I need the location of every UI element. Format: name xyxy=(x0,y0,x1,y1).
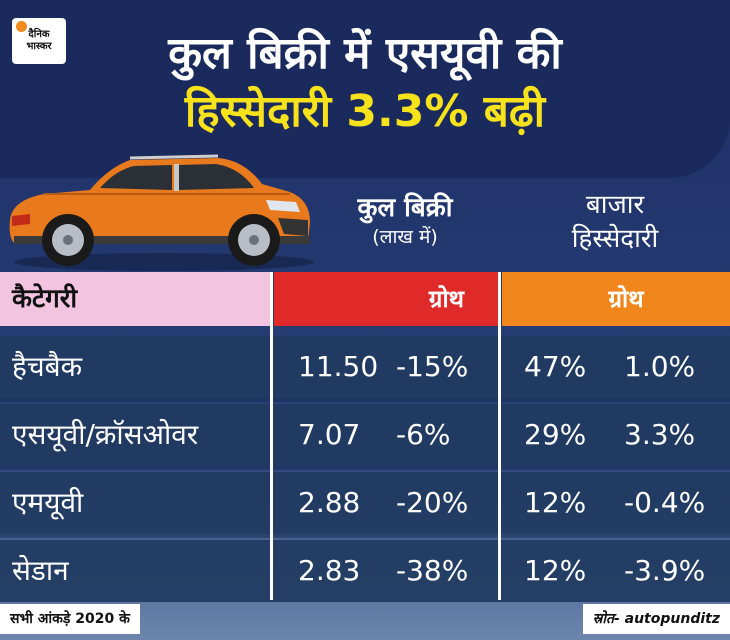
share-header-line1: बाजार xyxy=(585,190,645,220)
category-cell: एसयूवी/क्रॉसओवर xyxy=(12,418,199,451)
category-header: कैटेगरी xyxy=(0,272,270,326)
category-cell: एमयूवी xyxy=(12,486,84,519)
column-divider xyxy=(270,272,273,600)
share-cell: 47% xyxy=(524,350,587,383)
footnote: सभी आंकड़े 2020 के xyxy=(0,604,140,634)
share-cell: 12% xyxy=(524,554,587,587)
sun-icon xyxy=(16,21,27,32)
column-header-sales: कुल बिक्री (लाख में) xyxy=(320,192,490,250)
sales-growth-cell: -38% xyxy=(396,554,469,587)
sales-cell: 11.50 xyxy=(298,350,379,383)
share-growth-cell: -3.9% xyxy=(624,554,706,587)
sales-growth-cell: -15% xyxy=(396,350,469,383)
sales-growth-cell: -20% xyxy=(396,486,469,519)
sales-cell: 7.07 xyxy=(298,418,361,451)
table-row: एमयूवी 2.88 -20% 12% -0.4% xyxy=(0,472,730,538)
share-growth-cell: 3.3% xyxy=(624,418,696,451)
header-banner xyxy=(0,0,730,178)
share-cell: 29% xyxy=(524,418,587,451)
table-row: एसयूवी/क्रॉसओवर 7.07 -6% 29% 3.3% xyxy=(0,404,730,470)
suv-car-illustration xyxy=(9,154,314,271)
sales-cell: 2.88 xyxy=(298,486,361,519)
share-cell: 12% xyxy=(524,486,587,519)
share-growth-header: ग्रोथ xyxy=(502,272,730,326)
logo-line2: भास्कर xyxy=(26,41,52,52)
page-title: कुल बिक्री में एसयूवी की xyxy=(168,28,562,79)
table-row: हैचबैक 11.50 -15% 47% 1.0% xyxy=(0,336,730,402)
category-cell: सेडान xyxy=(12,554,69,587)
share-header-line2: हिस्सेदारी xyxy=(571,224,659,254)
column-divider xyxy=(498,272,501,600)
sales-growth-header: ग्रोथ xyxy=(274,272,498,326)
sales-header-line1: कुल बिक्री xyxy=(357,193,453,223)
share-growth-cell: 1.0% xyxy=(624,350,696,383)
sales-growth-cell: -6% xyxy=(396,418,451,451)
page-subtitle: हिस्सेदारी 3.3% बढ़ी xyxy=(184,86,546,137)
sales-header-line2: (लाख में) xyxy=(372,226,438,248)
column-header-share: बाजार हिस्सेदारी xyxy=(520,188,710,256)
table-row: सेडान 2.83 -38% 12% -3.9% xyxy=(0,540,730,604)
sales-cell: 2.83 xyxy=(298,554,361,587)
share-growth-cell: -0.4% xyxy=(624,486,706,519)
brand-logo: दैनिक भास्कर xyxy=(12,18,66,64)
source-credit: स्रोत- autopunditz xyxy=(582,604,730,634)
category-cell: हैचबैक xyxy=(12,350,83,383)
logo-line1: दैनिक xyxy=(28,29,50,40)
